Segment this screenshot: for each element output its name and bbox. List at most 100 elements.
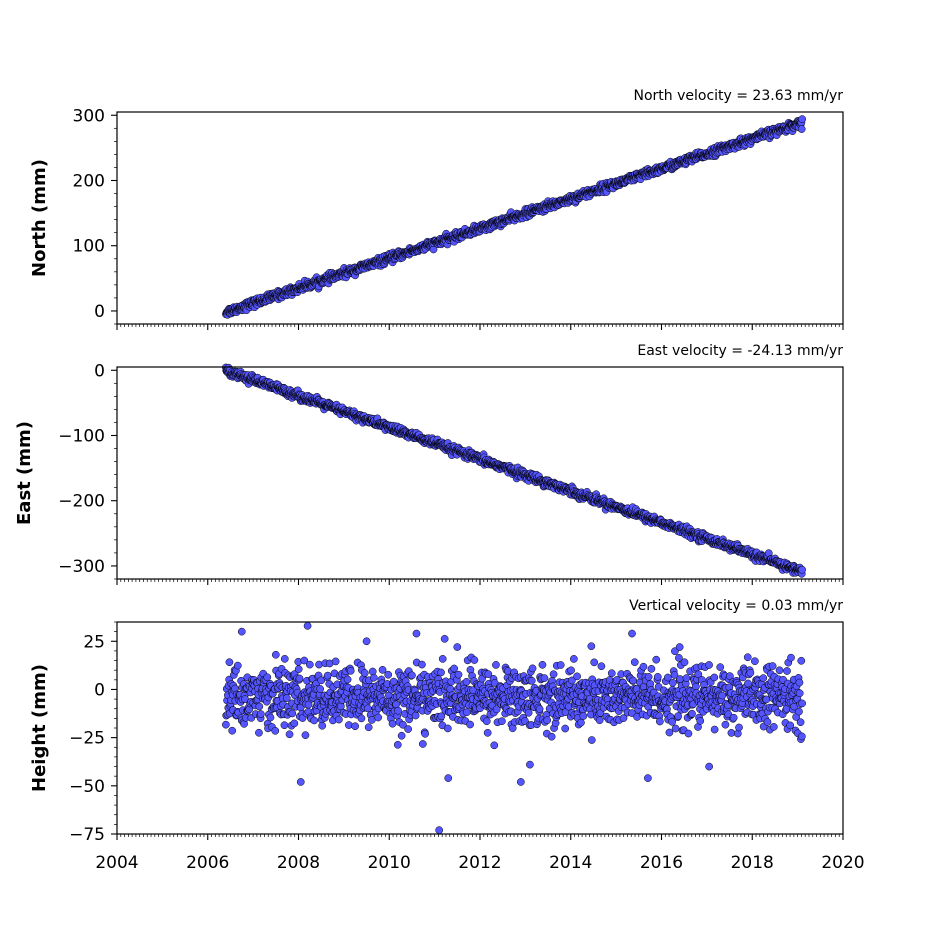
height-data-point [466,720,474,729]
height-data-point [498,717,506,726]
height-data-point [443,724,452,733]
height-data-point [628,629,636,638]
height-data-point [421,729,429,738]
height-data-point [724,710,733,719]
height-data-point [345,721,353,729]
height-data-point [769,723,778,731]
height-data-point [257,710,265,718]
height-data-point [280,655,289,663]
height-data-point [775,666,784,675]
height-data-point [587,736,596,744]
height-data-point [388,719,397,728]
height-data-point [710,673,719,682]
height-data-point [418,740,427,748]
north-y-tick-label: 100 [73,237,105,257]
height-data-point [798,699,806,708]
height-data-point [524,708,533,717]
height-data-point [437,668,445,677]
height-data-point [263,673,272,682]
height-data-point [280,721,289,730]
height-data-point [590,658,599,667]
height-data-point [454,670,463,679]
height-data-point [680,658,689,667]
height-data-point [399,720,407,729]
height-data-point [335,715,343,724]
height-data-point [437,712,446,721]
height-data-point [470,656,479,664]
height-data-point [323,671,332,680]
height-data-point [786,721,795,730]
height-data-point [759,674,768,682]
height-data-point [547,732,556,741]
height-data-point [628,709,636,717]
height-data-point [675,643,684,651]
east-y-tick-label: −300 [58,557,105,577]
height-data-point [716,663,725,671]
height-data-point [692,682,700,691]
height-data-point [556,661,565,669]
height-data-point [450,664,459,673]
north-y-tick-label: 200 [73,171,105,191]
height-data-point [797,656,806,665]
height-data-point [516,778,525,786]
height-data-point [639,662,648,671]
east-data-point [798,565,806,574]
height-data-point [288,709,297,718]
height-data-point [304,700,313,709]
height-data-point [619,714,628,722]
height-data-point [378,665,387,674]
height-data-point [795,678,804,687]
height-data-point [482,717,491,726]
height-data-point [656,717,664,726]
height-data-point [705,762,713,771]
height-data-point [363,704,372,713]
height-data-point [796,718,805,727]
north-points [222,115,807,319]
height-data-point [718,691,727,700]
east-y-tick-label: 0 [94,361,105,381]
height-data-point [290,719,299,728]
height-data-point [535,705,544,713]
height-data-point [362,637,371,646]
height-data-point [675,654,683,662]
height-data-point [343,675,352,684]
height-data-point [394,706,402,715]
height-panel: 2004 2006 2008 2010 2012 2014 2016 2018 2020250−… [29,598,865,873]
height-data-point [411,711,420,720]
height-data-point [301,731,310,740]
height-data-point [795,689,804,698]
height-data-point [587,642,596,651]
height-data-point [797,732,806,741]
height-data-point [336,702,345,711]
height-data-point [768,662,777,670]
height-data-point [729,713,738,722]
height-data-point [351,722,359,731]
height-data-point [669,678,677,687]
height-data-point [412,629,421,638]
height-data-point [787,653,795,662]
height-data-point [577,718,585,727]
height-data-point [271,726,280,735]
height-data-point [549,670,558,679]
height-data-point [233,661,242,670]
height-data-point [668,718,676,726]
height-data-point [404,725,412,733]
east-panel: 0 −100 −200 −300 East velocity = -24.13 mm/y… [14,343,844,585]
height-data-point [255,728,263,737]
height-data-point [670,671,679,679]
height-data-point [222,720,230,729]
height-data-point [295,674,304,683]
height-data-point [294,665,303,674]
height-data-point [721,720,730,729]
height-data-point [374,713,382,722]
height-data-point [444,774,453,782]
height-data-point [490,741,499,750]
height-data-point [357,714,366,723]
height-data-point [694,670,703,679]
height-data-point [266,713,275,722]
height-data-point [653,673,662,681]
north-y-tick-label: 300 [73,106,105,126]
height-data-point [751,657,759,666]
height-data-point [526,760,534,769]
